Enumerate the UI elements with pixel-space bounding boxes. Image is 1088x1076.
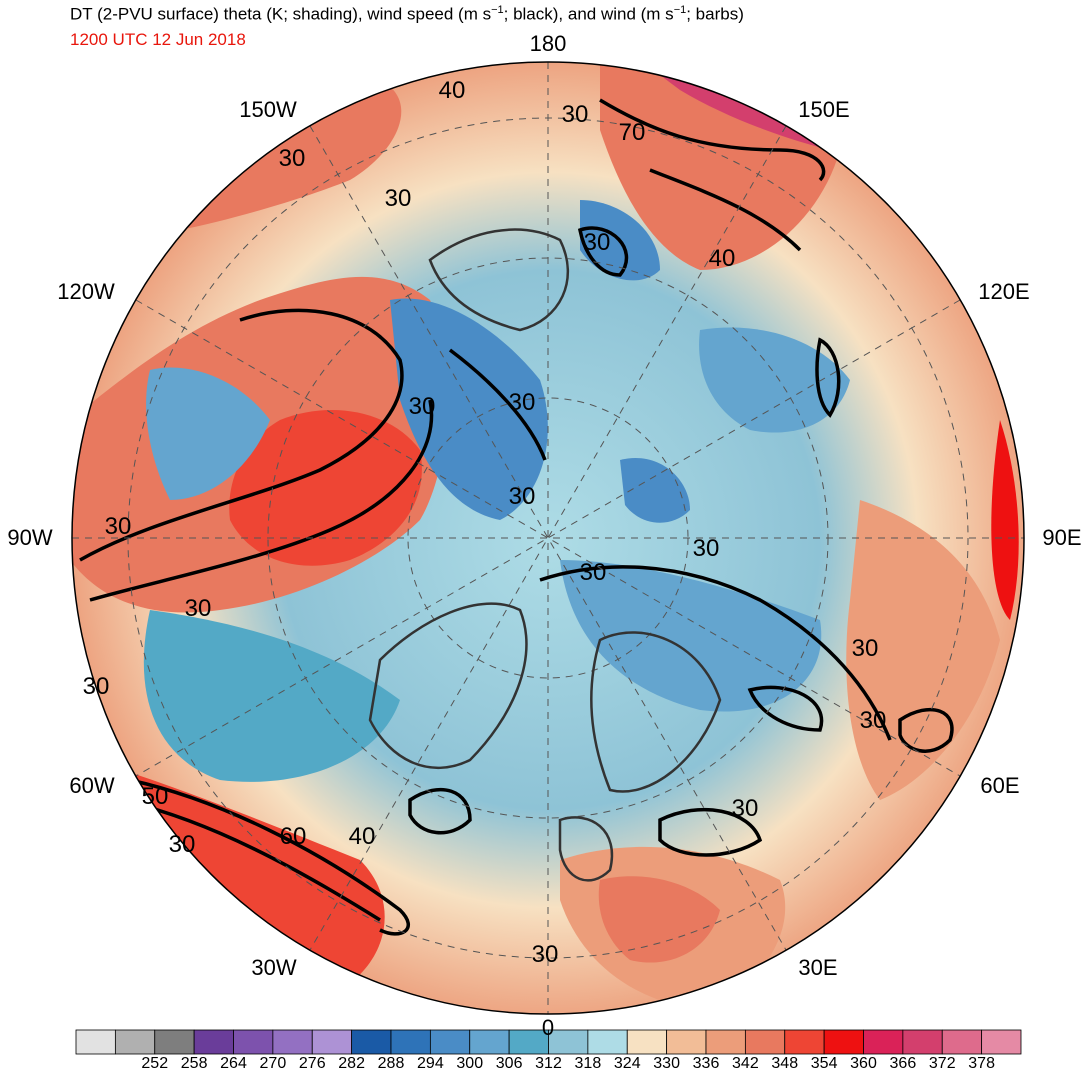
colorbar-tick-label: 276 bbox=[298, 1055, 326, 1072]
contour-label: 30 bbox=[860, 707, 887, 734]
contour-label: 30 bbox=[580, 559, 607, 586]
colorbar-tick-label: 378 bbox=[968, 1055, 995, 1072]
contour-label: 30 bbox=[852, 635, 879, 662]
lon-label-30w: 30W bbox=[251, 955, 297, 980]
colorbar-tick-label: 348 bbox=[771, 1055, 799, 1072]
lon-label-120e: 120E bbox=[978, 279, 1030, 304]
colorbar-tick-label: 324 bbox=[613, 1055, 641, 1072]
contour-label: 30 bbox=[584, 229, 611, 256]
contour-label: 50 bbox=[142, 783, 169, 810]
colorbar-tick-label: 312 bbox=[535, 1055, 562, 1072]
colorbar-swatch bbox=[429, 1029, 471, 1055]
colorbar-swatch bbox=[233, 1029, 274, 1055]
colorbar-tick-label: 318 bbox=[574, 1055, 602, 1072]
colorbar-swatch bbox=[548, 1029, 589, 1055]
lon-label-150e: 150E bbox=[798, 97, 850, 122]
lat-lon-grid bbox=[72, 62, 1024, 1014]
colorbar-tick-label: 360 bbox=[850, 1055, 877, 1072]
colorbar-labels: 252 258 264 270 276 282 288 294 300 306 312 318 324 3… bbox=[0, 1055, 1088, 1075]
colorbar-swatch bbox=[902, 1029, 943, 1055]
lon-label-60w: 60W bbox=[69, 773, 115, 798]
colorbar-tick-label: 342 bbox=[732, 1055, 759, 1072]
colorbar-swatch bbox=[75, 1029, 116, 1055]
colorbar-swatch bbox=[626, 1029, 668, 1055]
theta-shading bbox=[72, 62, 1024, 1014]
contour-label: 30 bbox=[532, 941, 559, 968]
lon-label-120w: 120W bbox=[57, 279, 115, 304]
colorbar-tick-label: 294 bbox=[417, 1055, 444, 1072]
contour-label: 30 bbox=[279, 145, 306, 172]
colorbar-swatch bbox=[311, 1029, 353, 1055]
contour-label: 40 bbox=[709, 245, 736, 272]
valid-time: 1200 UTC 12 Jun 2018 bbox=[70, 30, 246, 49]
contour-label: 30 bbox=[732, 795, 759, 822]
lon-label-180: 180 bbox=[529, 31, 567, 56]
contour-label: 30 bbox=[693, 535, 720, 562]
contour-label: 30 bbox=[562, 101, 589, 128]
colorbar-tick-label: 330 bbox=[653, 1055, 680, 1072]
colorbar-swatch bbox=[154, 1029, 195, 1055]
colorbar-swatch bbox=[390, 1029, 431, 1055]
lon-label-0: 0 bbox=[541, 1015, 555, 1040]
colorbar bbox=[75, 1029, 1022, 1055]
colorbar-tick-label: 300 bbox=[456, 1055, 484, 1072]
colorbar-tick-label: 288 bbox=[377, 1055, 405, 1072]
contour-label: 40 bbox=[349, 823, 376, 850]
colorbar-swatch bbox=[784, 1029, 825, 1055]
colorbar-swatch bbox=[981, 1029, 1022, 1055]
colorbar-swatch bbox=[744, 1029, 786, 1055]
contour-label: 30 bbox=[105, 513, 132, 540]
colorbar-swatch bbox=[114, 1029, 156, 1055]
contour-label: 30 bbox=[169, 831, 196, 858]
contour-label: 30 bbox=[509, 389, 536, 416]
colorbar-tick-label: 252 bbox=[141, 1055, 169, 1072]
colorbar-swatch bbox=[193, 1029, 234, 1055]
contour-label: 30 bbox=[509, 483, 536, 510]
colorbar-swatch bbox=[705, 1029, 746, 1055]
contour-label: 30 bbox=[409, 393, 436, 420]
contour-label: 30 bbox=[83, 673, 110, 700]
colorbar-tick-label: 306 bbox=[495, 1055, 523, 1072]
colorbar-swatch bbox=[587, 1029, 628, 1055]
colorbar-tick-label: 270 bbox=[259, 1055, 287, 1072]
contour-label: 60 bbox=[280, 823, 307, 850]
colorbar-swatch bbox=[823, 1029, 864, 1055]
map-boundary bbox=[71, 61, 1025, 1015]
lon-label-150w: 150W bbox=[239, 97, 297, 122]
lon-label-90w: 90W bbox=[7, 525, 53, 550]
colorbar-tick-label: 372 bbox=[928, 1055, 956, 1072]
colorbar-swatch bbox=[351, 1029, 392, 1055]
colorbar-tick-label: 336 bbox=[692, 1055, 720, 1072]
lon-label-60e: 60E bbox=[980, 773, 1020, 798]
contour-label: 30 bbox=[385, 185, 412, 212]
contour-label: 70 bbox=[619, 119, 646, 146]
colorbar-swatch bbox=[941, 1029, 983, 1055]
lon-label-90e: 90E bbox=[1042, 525, 1082, 550]
chart-title: DT (2-PVU surface) theta (K; shading), w… bbox=[70, 4, 744, 24]
colorbar-swatch bbox=[666, 1029, 707, 1055]
coastlines bbox=[368, 228, 722, 882]
contour-label: 40 bbox=[439, 77, 466, 104]
colorbar-swatch bbox=[272, 1029, 313, 1055]
colorbar-tick-label: 264 bbox=[220, 1055, 247, 1072]
colorbar-tick-label: 282 bbox=[338, 1055, 365, 1072]
wind-speed-contours bbox=[79, 98, 954, 936]
lon-label-30e: 30E bbox=[798, 955, 838, 980]
contour-label: 30 bbox=[185, 595, 212, 622]
colorbar-tick-label: 258 bbox=[180, 1055, 208, 1072]
colorbar-tick-label: 366 bbox=[889, 1055, 917, 1072]
colorbar-tick-label: 354 bbox=[810, 1055, 838, 1072]
contour-label-group: 40 30 70 30 40 30 30 30 30 30 30 30 30 3… bbox=[83, 77, 887, 968]
colorbar-swatch bbox=[863, 1029, 904, 1055]
colorbar-swatch bbox=[469, 1029, 510, 1055]
